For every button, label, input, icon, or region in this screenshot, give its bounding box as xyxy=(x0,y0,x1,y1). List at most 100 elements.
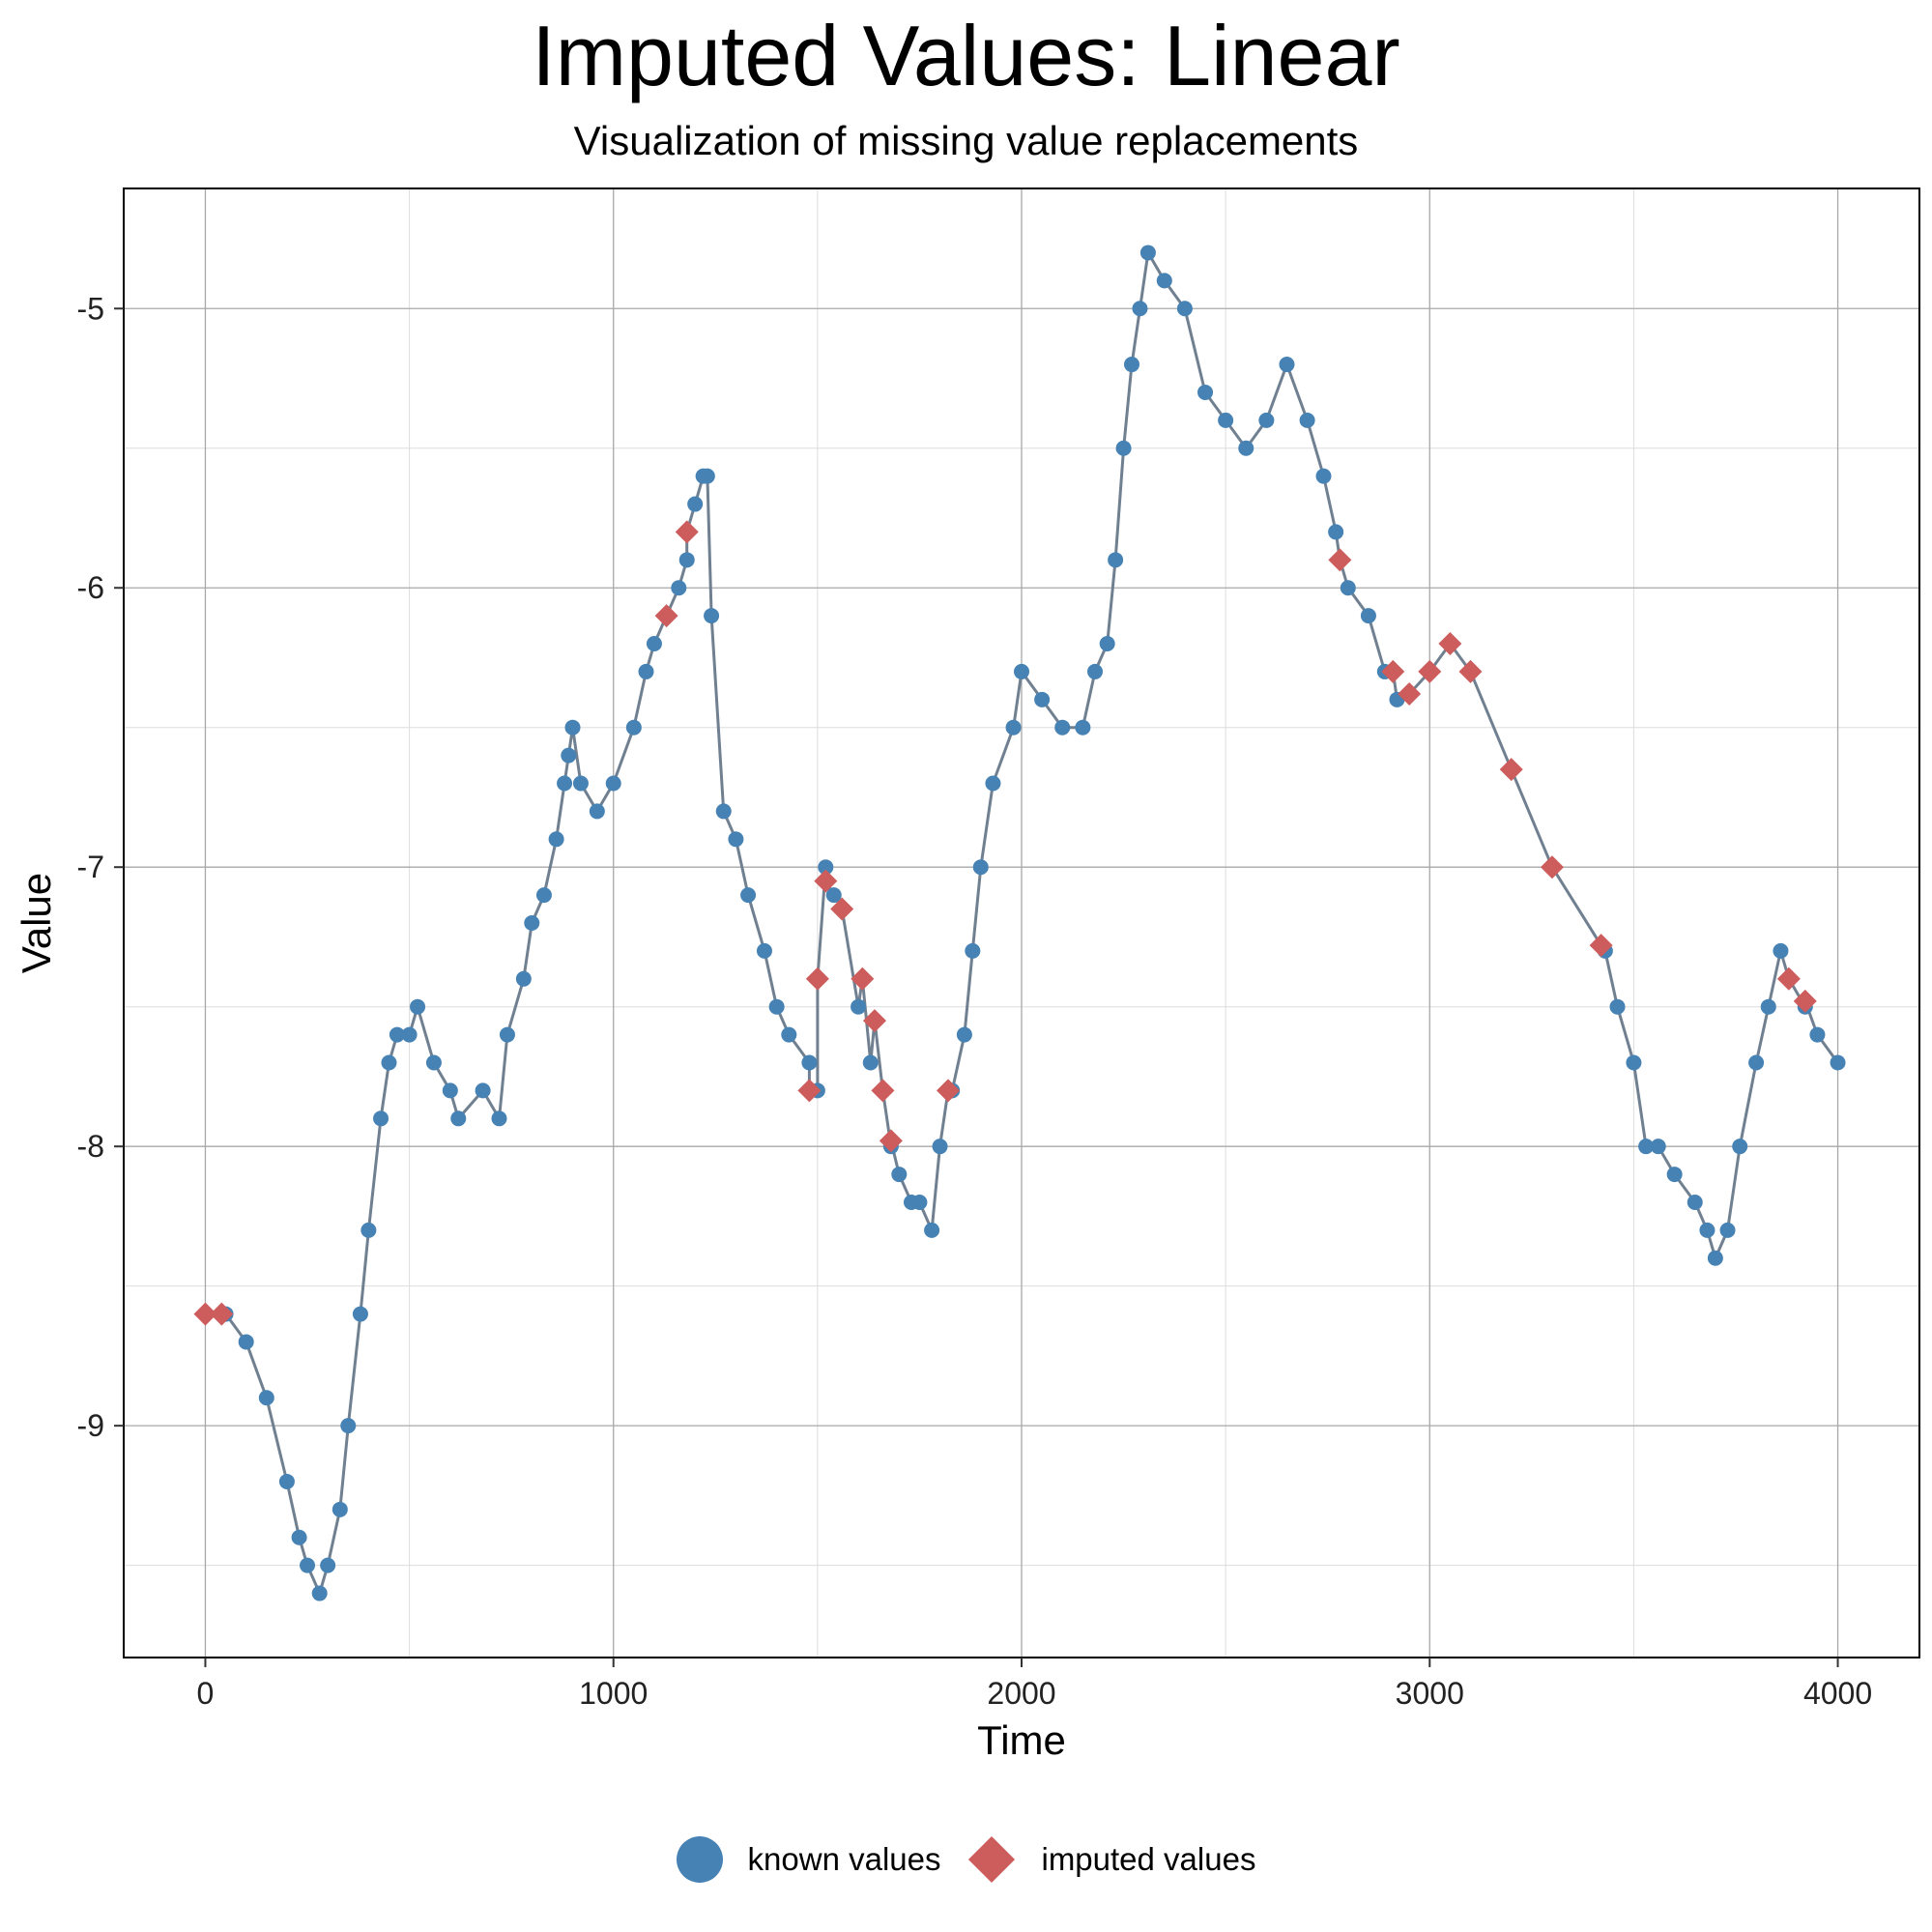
grid xyxy=(124,188,1919,1658)
known-point xyxy=(389,1026,405,1043)
known-point xyxy=(589,803,605,820)
known-point xyxy=(524,915,540,931)
known-point xyxy=(1054,719,1071,735)
known-point xyxy=(1609,998,1626,1015)
legend-imputed-diamond-icon xyxy=(968,1835,1016,1884)
known-point xyxy=(965,942,981,959)
known-point xyxy=(311,1585,328,1601)
known-point xyxy=(1176,301,1193,317)
known-point xyxy=(801,1054,818,1071)
known-point xyxy=(1748,1054,1765,1071)
known-point xyxy=(442,1082,458,1099)
imputed-point xyxy=(1776,966,1801,991)
known-point xyxy=(1707,1250,1723,1266)
known-point xyxy=(1830,1054,1846,1071)
known-point xyxy=(535,887,552,904)
known-point xyxy=(475,1082,491,1099)
known-point xyxy=(1075,719,1091,735)
known-point xyxy=(985,775,1001,792)
known-point xyxy=(756,942,772,959)
known-point xyxy=(924,1222,940,1238)
known-point xyxy=(548,831,564,848)
legend-item-known: known values xyxy=(676,1836,940,1883)
imputed-point xyxy=(193,1302,217,1326)
imputed-point xyxy=(675,520,699,544)
imputed-point xyxy=(862,1009,886,1033)
imputed-point xyxy=(210,1302,234,1326)
known-point xyxy=(678,552,695,568)
known-point xyxy=(491,1110,507,1127)
known-point xyxy=(1719,1222,1736,1238)
known-point xyxy=(699,468,715,484)
known-points xyxy=(217,245,1846,1601)
known-point xyxy=(768,998,785,1015)
known-point xyxy=(425,1054,442,1071)
chart-title: Imputed Values: Linear xyxy=(532,8,1400,103)
known-point xyxy=(1666,1167,1683,1183)
known-point xyxy=(687,496,704,512)
imputed-point xyxy=(1540,855,1564,879)
known-point xyxy=(956,1026,972,1043)
imputed-point xyxy=(1589,934,1613,958)
imputed-point xyxy=(1438,632,1462,656)
known-point xyxy=(1087,663,1104,679)
known-point xyxy=(278,1473,295,1489)
imputed-point xyxy=(851,966,875,991)
imputed-point xyxy=(1499,758,1523,782)
imputed-point xyxy=(1381,659,1405,683)
y-tick-label: -7 xyxy=(77,850,104,884)
known-point xyxy=(1197,384,1214,400)
known-point xyxy=(561,747,577,764)
imputed-point xyxy=(1418,659,1442,683)
known-point xyxy=(258,1390,274,1406)
known-point xyxy=(605,775,621,792)
known-point xyxy=(1315,468,1332,484)
axes: 0 1000 2000 3000 4000 -9 -8 -7 -6 -5 xyxy=(77,291,1873,1711)
known-point xyxy=(340,1418,357,1434)
known-point xyxy=(891,1167,908,1183)
known-point xyxy=(625,719,642,735)
known-point xyxy=(1760,998,1776,1015)
known-point xyxy=(1238,440,1254,456)
known-point xyxy=(1650,1139,1666,1155)
known-point xyxy=(1687,1194,1703,1210)
known-point xyxy=(1139,245,1156,261)
known-point xyxy=(1626,1054,1642,1071)
known-point xyxy=(1034,691,1051,707)
known-point xyxy=(1279,357,1295,373)
known-point xyxy=(1218,412,1234,428)
known-point xyxy=(1156,273,1172,289)
known-point xyxy=(515,970,532,987)
y-axis-label: Value xyxy=(14,873,59,973)
known-point xyxy=(332,1501,348,1517)
x-tick-label: 0 xyxy=(197,1676,215,1711)
imputed-point xyxy=(1328,548,1352,572)
known-point xyxy=(352,1306,368,1322)
known-point xyxy=(381,1054,397,1071)
imputed-point xyxy=(654,604,678,628)
known-point xyxy=(410,998,426,1015)
known-point xyxy=(1115,440,1132,456)
known-point xyxy=(1132,301,1148,317)
imputed-point xyxy=(1398,682,1422,706)
known-point xyxy=(911,1194,928,1210)
known-point xyxy=(638,663,654,679)
known-point xyxy=(781,1026,797,1043)
known-point xyxy=(818,859,834,876)
imputed-point xyxy=(879,1129,903,1153)
imputed-point xyxy=(936,1079,960,1103)
imputed-point xyxy=(1458,659,1483,683)
known-point xyxy=(1328,524,1344,540)
known-point xyxy=(1299,412,1315,428)
legend-known-circle-icon xyxy=(676,1836,723,1883)
known-point xyxy=(320,1557,336,1573)
x-tick-label: 3000 xyxy=(1396,1676,1464,1711)
known-point xyxy=(972,859,989,876)
known-point xyxy=(1340,580,1356,596)
known-point xyxy=(851,998,867,1015)
known-point xyxy=(300,1557,316,1573)
known-point xyxy=(715,803,732,820)
known-point xyxy=(1699,1222,1716,1238)
known-point xyxy=(825,887,842,904)
